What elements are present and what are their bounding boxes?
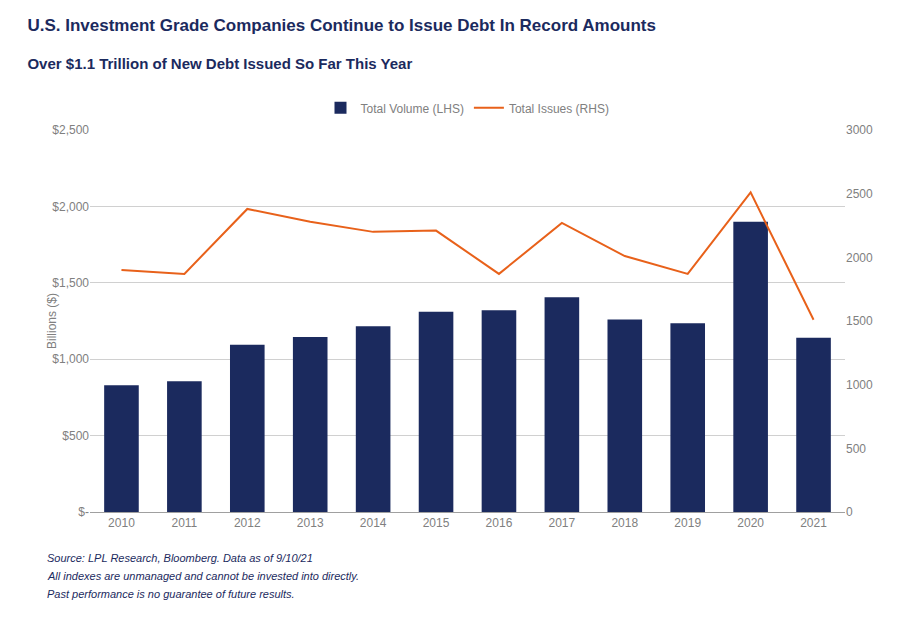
svg-text:$2,000: $2,000 xyxy=(52,200,89,214)
svg-text:2011: 2011 xyxy=(171,516,197,530)
svg-text:$1,500: $1,500 xyxy=(52,276,89,290)
svg-text:Over $1.1 Trillion of New Debt: Over $1.1 Trillion of New Debt Issued So… xyxy=(27,55,412,72)
svg-text:2018: 2018 xyxy=(611,516,638,530)
svg-text:3000: 3000 xyxy=(846,123,873,137)
svg-text:Billions ($): Billions ($) xyxy=(45,293,59,349)
svg-text:$1,000: $1,000 xyxy=(52,352,89,366)
svg-text:Total Issues (RHS): Total Issues (RHS) xyxy=(509,102,609,116)
svg-text:1000: 1000 xyxy=(846,378,873,392)
svg-text:2010: 2010 xyxy=(108,516,135,530)
svg-text:2013: 2013 xyxy=(297,516,324,530)
svg-text:2017: 2017 xyxy=(549,516,576,530)
svg-text:2019: 2019 xyxy=(674,516,701,530)
svg-text:U.S. Investment Grade Companie: U.S. Investment Grade Companies Continue… xyxy=(27,16,655,35)
svg-text:All indexes are unmanaged and: All indexes are unmanaged and cannot be … xyxy=(47,570,359,582)
svg-text:2016: 2016 xyxy=(486,516,513,530)
svg-text:$-: $- xyxy=(78,505,89,519)
svg-text:2014: 2014 xyxy=(360,516,387,530)
svg-text:2000: 2000 xyxy=(846,251,873,265)
svg-text:Total Volume (LHS): Total Volume (LHS) xyxy=(361,102,464,116)
svg-text:1500: 1500 xyxy=(846,314,873,328)
svg-text:Past performance is no guarant: Past performance is no guarantee of futu… xyxy=(47,588,295,600)
svg-text:$2,500: $2,500 xyxy=(52,123,89,137)
svg-text:0: 0 xyxy=(846,505,853,519)
svg-text:$500: $500 xyxy=(62,429,89,443)
svg-text:2021: 2021 xyxy=(800,516,827,530)
svg-text:500: 500 xyxy=(846,442,866,456)
svg-text:2500: 2500 xyxy=(846,187,873,201)
svg-text:Source: LPL Research, Bloomber: Source: LPL Research, Bloomberg. Data as… xyxy=(47,552,313,564)
svg-text:2020: 2020 xyxy=(737,516,764,530)
svg-text:2015: 2015 xyxy=(423,516,450,530)
svg-text:2012: 2012 xyxy=(234,516,261,530)
